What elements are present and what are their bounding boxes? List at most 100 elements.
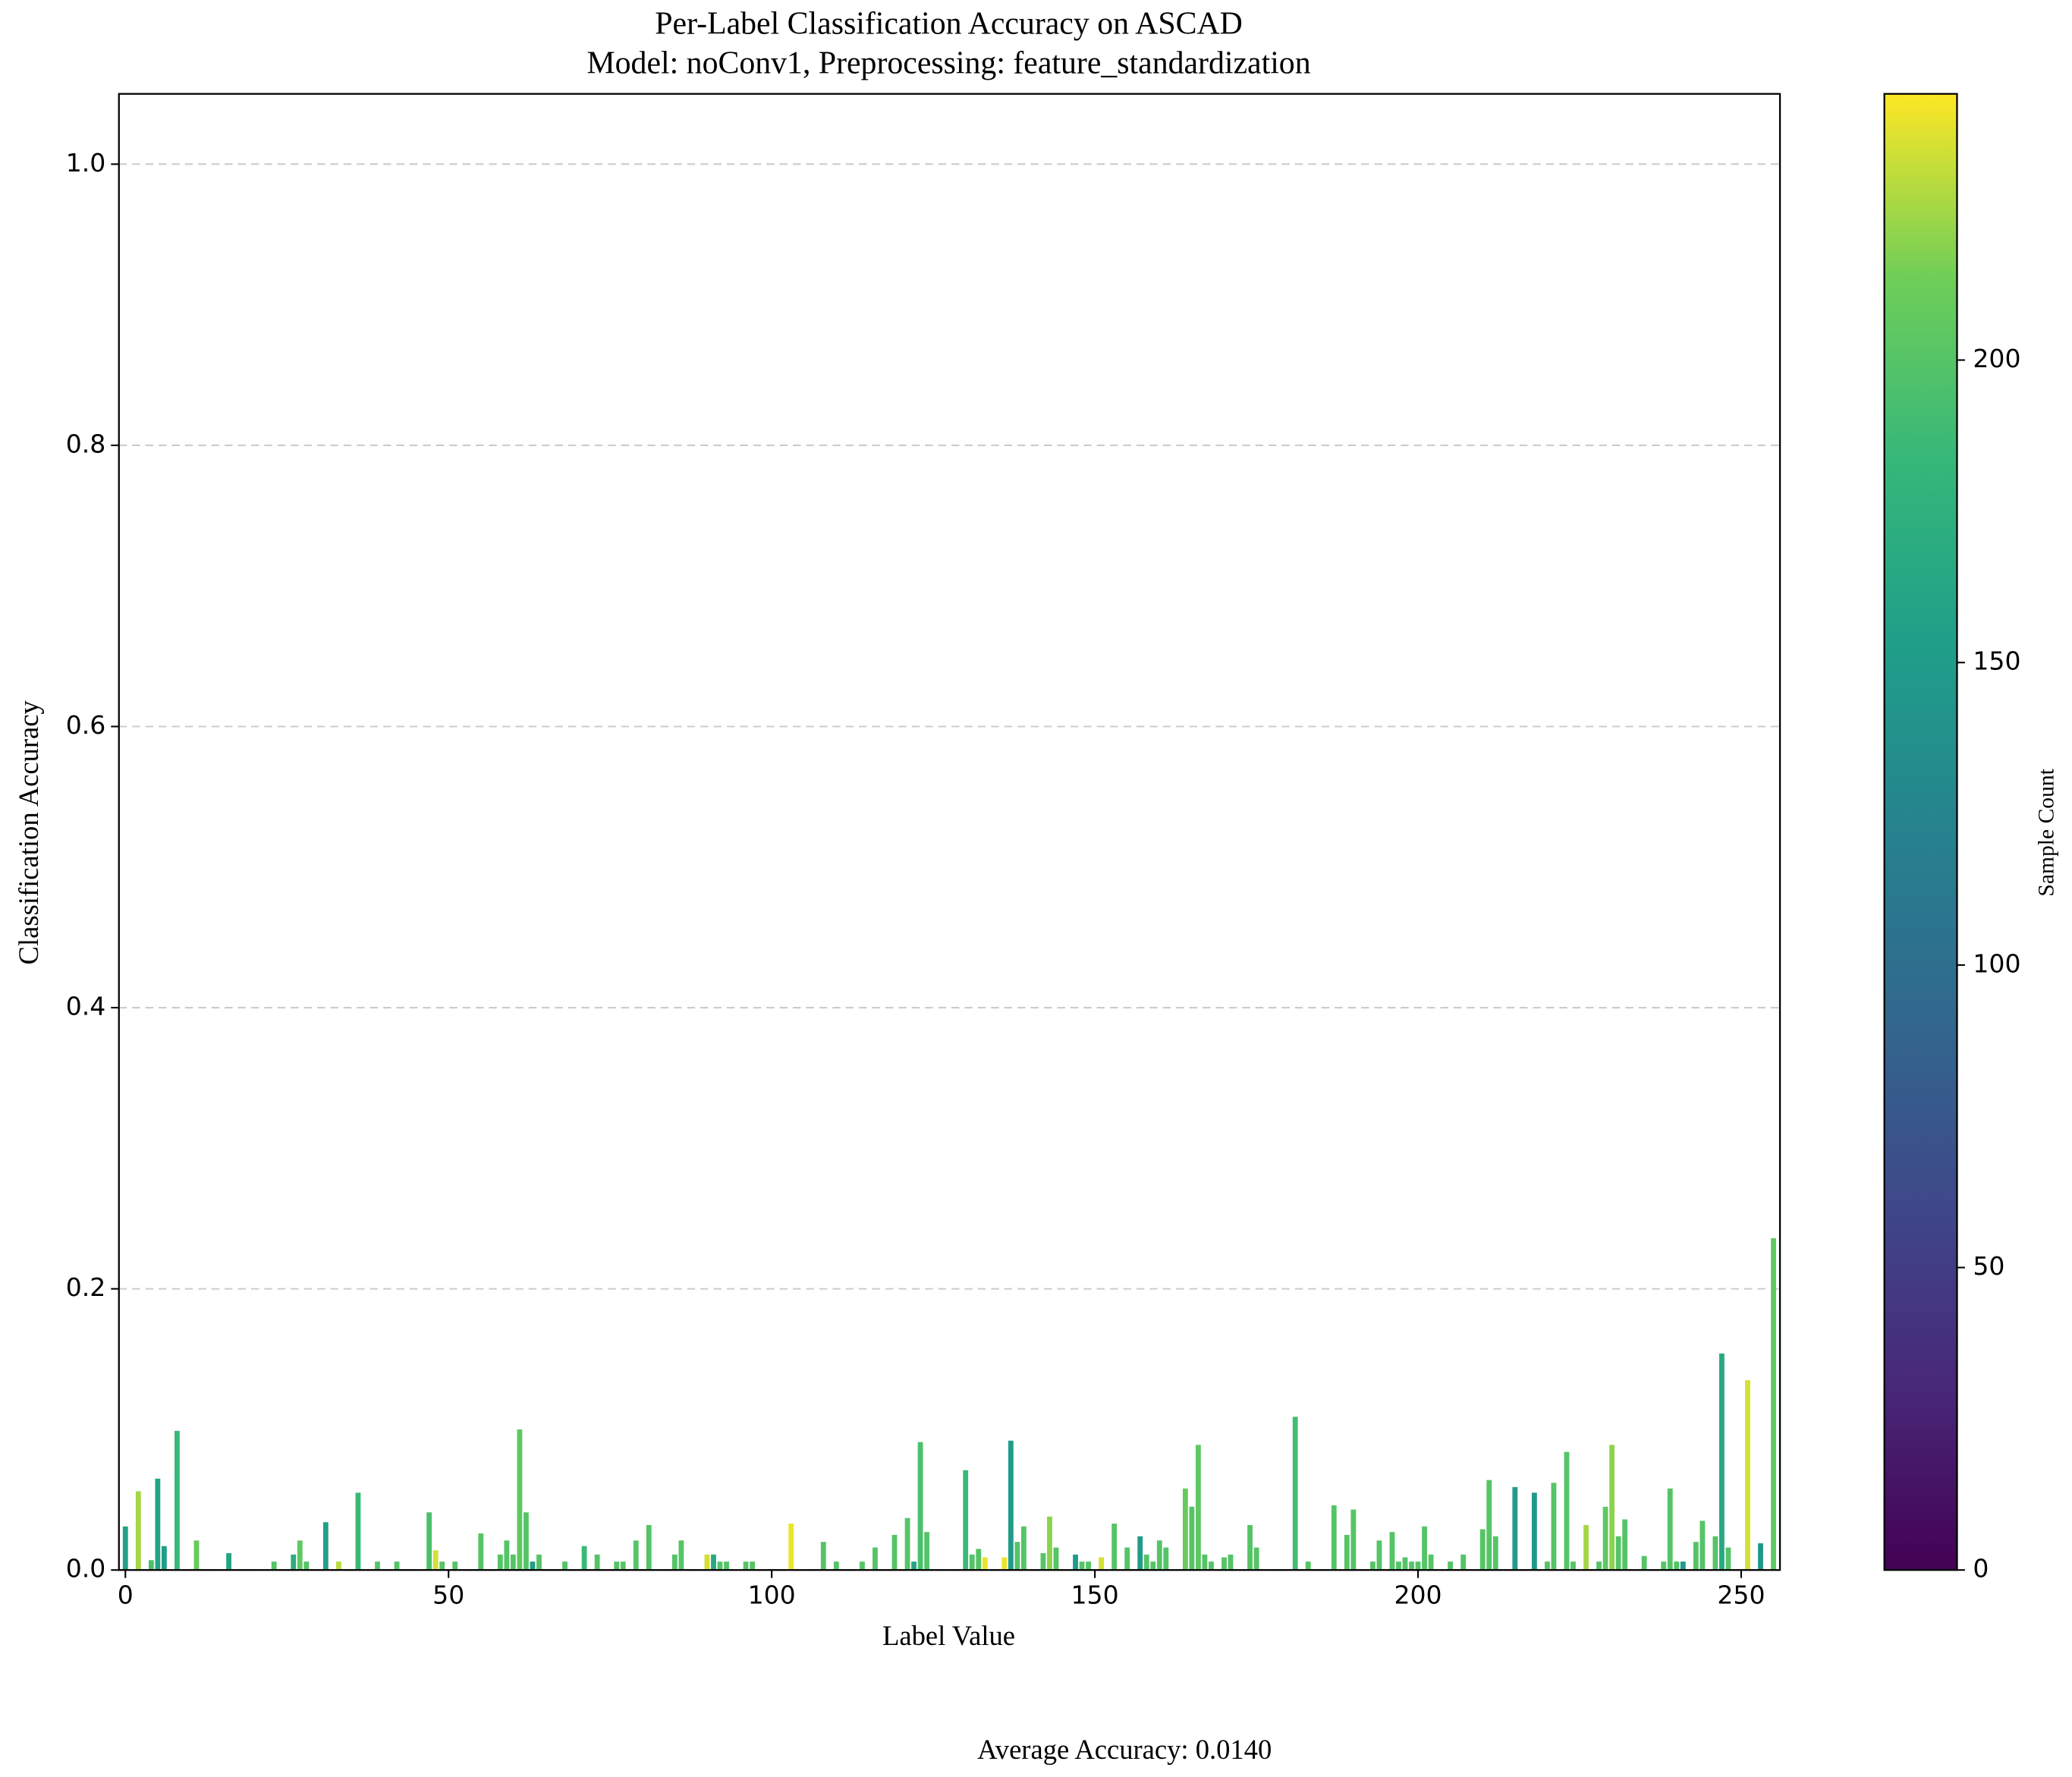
bar <box>1228 1554 1234 1571</box>
bar <box>1693 1542 1699 1571</box>
bar <box>1053 1547 1059 1571</box>
bar <box>1609 1445 1615 1571</box>
y-tick-label: 0.0 <box>66 1554 106 1584</box>
bar <box>788 1524 794 1571</box>
bar <box>1369 1562 1376 1571</box>
bar <box>1047 1516 1052 1571</box>
bar <box>1350 1509 1357 1571</box>
bar <box>1163 1547 1169 1571</box>
bar <box>969 1554 975 1571</box>
bar <box>1596 1562 1602 1571</box>
bar <box>161 1546 167 1571</box>
bar <box>924 1532 930 1571</box>
bar <box>271 1562 277 1571</box>
bar <box>1448 1562 1454 1571</box>
bar <box>322 1522 329 1571</box>
y-tick-label: 0.8 <box>66 429 106 458</box>
bar <box>1111 1524 1118 1571</box>
bar <box>1247 1524 1253 1571</box>
y-axis-label: Classification Accuracy <box>13 700 44 964</box>
bar <box>1409 1562 1414 1571</box>
bar <box>1667 1488 1673 1571</box>
bar <box>1389 1532 1395 1571</box>
bar <box>155 1478 161 1571</box>
bar <box>193 1540 200 1571</box>
x-tick-label: 150 <box>1071 1580 1119 1610</box>
bar <box>982 1557 988 1571</box>
bar <box>633 1540 639 1571</box>
bar <box>1428 1554 1434 1571</box>
bar <box>562 1562 568 1571</box>
bar <box>1415 1562 1421 1571</box>
bar <box>1099 1557 1105 1571</box>
bar <box>426 1512 432 1571</box>
bar <box>524 1512 529 1571</box>
y-tick-label: 0.4 <box>66 992 106 1021</box>
x-tick-label: 100 <box>748 1580 796 1610</box>
bar <box>1344 1534 1350 1571</box>
bar <box>963 1470 969 1571</box>
bar <box>1745 1380 1750 1571</box>
bar <box>1602 1506 1608 1571</box>
x-tick-label: 250 <box>1717 1580 1765 1610</box>
bar <box>1305 1562 1311 1571</box>
bar <box>1492 1536 1498 1571</box>
bar <box>891 1534 898 1571</box>
bar <box>122 1526 128 1571</box>
bar <box>1253 1547 1259 1571</box>
plot-frame <box>118 93 1781 1571</box>
bar <box>452 1562 458 1571</box>
bar <box>1460 1554 1467 1571</box>
bar <box>904 1518 910 1571</box>
bar <box>1615 1536 1621 1571</box>
bar <box>614 1562 620 1571</box>
colorbar <box>1884 93 1957 1571</box>
bar <box>976 1549 982 1571</box>
bar <box>1222 1557 1227 1571</box>
bar <box>671 1554 678 1571</box>
bar <box>594 1554 600 1571</box>
bar <box>620 1562 626 1571</box>
bar <box>1674 1562 1680 1571</box>
bar <box>175 1430 180 1571</box>
bar <box>581 1546 587 1571</box>
bar <box>1137 1536 1143 1571</box>
bar <box>1396 1562 1401 1571</box>
bar <box>833 1562 839 1571</box>
bar <box>1758 1543 1763 1571</box>
bar <box>724 1562 729 1571</box>
bar <box>1143 1554 1149 1571</box>
bar <box>1209 1562 1214 1571</box>
y-tick-label: 0.2 <box>66 1272 106 1302</box>
x-tick-label: 200 <box>1394 1580 1442 1610</box>
bar <box>1661 1562 1667 1571</box>
bar <box>1001 1557 1008 1571</box>
bar <box>530 1562 536 1571</box>
bar <box>1079 1562 1085 1571</box>
bar <box>517 1429 523 1571</box>
bar <box>1402 1557 1408 1571</box>
colorbar-frame <box>1883 93 1958 1571</box>
bar <box>1422 1526 1427 1571</box>
bar <box>1292 1417 1298 1571</box>
bar <box>860 1562 865 1571</box>
bar <box>1712 1536 1718 1571</box>
bar <box>1150 1562 1156 1571</box>
bar <box>1641 1555 1647 1571</box>
bar <box>303 1562 310 1571</box>
bar <box>1156 1540 1162 1571</box>
bar <box>1124 1547 1130 1571</box>
bar <box>1680 1562 1686 1571</box>
colorbar-tick-label: 0 <box>1973 1554 1989 1584</box>
bar <box>1073 1554 1078 1571</box>
colorbar-tick-label: 100 <box>1973 948 2020 978</box>
bar <box>355 1492 361 1571</box>
bar <box>1699 1521 1706 1571</box>
bar <box>750 1562 756 1571</box>
bar <box>297 1540 303 1571</box>
colorbar-label: Sample Count <box>2034 768 2058 896</box>
bar <box>497 1554 503 1571</box>
x-axis-label: Label Value <box>882 1620 1015 1651</box>
bar <box>1512 1486 1518 1571</box>
